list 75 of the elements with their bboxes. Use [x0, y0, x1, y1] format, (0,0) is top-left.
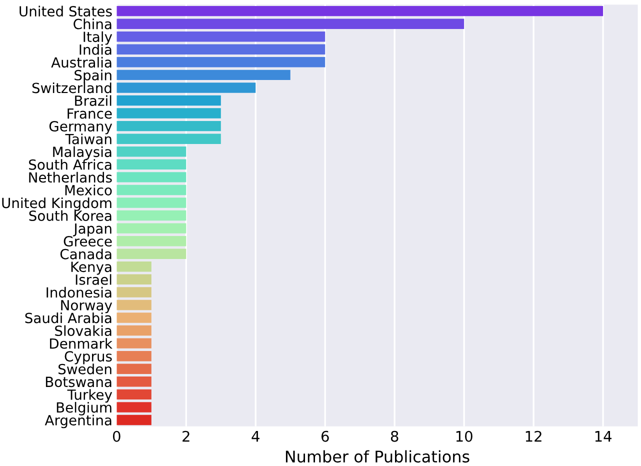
bar: [116, 198, 186, 208]
x-tick-label: 2: [182, 430, 190, 442]
bar: [116, 338, 152, 348]
y-tick-label: Kenya: [71, 262, 112, 275]
y-tick-label: Norway: [61, 300, 112, 314]
y-tick-label: Japan: [73, 223, 112, 236]
bar: [116, 108, 221, 118]
y-tick-label: Switzerland: [32, 82, 112, 94]
bar: [116, 262, 152, 272]
bar: [116, 82, 256, 93]
bar: [116, 172, 186, 182]
y-tick-label: Slovakia: [55, 325, 112, 336]
y-tick-label: Malaysia: [53, 146, 112, 160]
y-tick-label: South Korea: [29, 210, 112, 221]
y-tick-label: Belgium: [56, 402, 112, 416]
y-tick-label: Taiwan: [65, 134, 112, 144]
y-tick-label: Botswana: [46, 376, 112, 388]
y-tick-label: Germany: [49, 121, 112, 134]
y-tick-label: Israel: [76, 274, 112, 285]
bar: [116, 95, 221, 106]
bar: [116, 312, 152, 323]
bar: [116, 57, 326, 68]
y-tick-label: Netherlands: [29, 172, 112, 183]
y-tick-label: Brazil: [75, 95, 112, 106]
y-tick-label: Italy: [84, 31, 112, 45]
bar: [116, 236, 186, 246]
y-tick-label: United States: [20, 6, 112, 17]
bar: [116, 274, 152, 285]
y-tick-label: Turkey: [67, 389, 112, 403]
bar: [116, 248, 186, 259]
bar: [116, 376, 152, 387]
y-tick-label: South Africa: [29, 159, 112, 170]
y-tick-label: Canada: [60, 248, 112, 260]
x-tick-label: 0: [112, 430, 120, 442]
x-tick-label: 8: [390, 430, 398, 442]
bar: [116, 184, 186, 196]
x-tick-label: 12: [526, 430, 542, 442]
x-axis-title: Number of Publications: [286, 450, 470, 463]
bar: [116, 146, 186, 157]
bar: [116, 402, 152, 412]
bar: [116, 350, 152, 362]
y-tick-label: Argentina: [44, 414, 112, 428]
bar: [116, 414, 152, 426]
y-tick-label: France: [68, 108, 112, 119]
bar: [116, 223, 186, 234]
y-tick-label: Denmark: [50, 338, 112, 349]
bar: [116, 300, 152, 310]
bar: [116, 44, 326, 54]
x-tick-label: 10: [456, 430, 472, 442]
y-tick-label: India: [80, 44, 112, 55]
y-tick-label: Indonesia: [46, 286, 112, 298]
bar: [116, 364, 152, 374]
bar: [116, 210, 186, 221]
y-tick-label: Cyprus: [64, 351, 112, 364]
x-tick-label: 14: [595, 431, 612, 442]
x-tick-label: 6: [321, 430, 329, 442]
bar: [116, 389, 152, 400]
y-tick-label: Sweden: [58, 364, 112, 374]
y-tick-label: Australia: [51, 56, 112, 68]
y-tick-label: Mexico: [65, 184, 112, 196]
bar: [116, 134, 221, 144]
y-tick-label: Greece: [64, 236, 112, 247]
bar: [116, 120, 221, 132]
y-tick-label: China: [74, 18, 112, 30]
y-tick-label: Spain: [74, 70, 112, 84]
bar: [116, 325, 152, 336]
bar: [116, 287, 152, 298]
bar: [116, 159, 186, 170]
x-tick-label: 4: [252, 431, 260, 442]
bar: [116, 31, 326, 42]
bar: [116, 70, 290, 80]
y-tick-label: Saudi Arabia: [25, 312, 112, 324]
bar: [116, 18, 464, 29]
bar: [116, 6, 604, 16]
y-tick-label: United Kingdom: [2, 197, 112, 211]
